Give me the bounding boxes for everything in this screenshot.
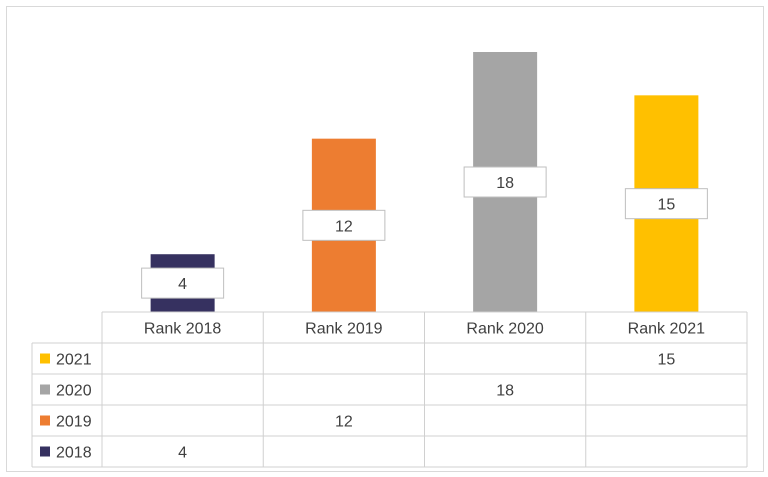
legend-label: 2021 [56, 352, 92, 369]
legend-swatch-2018 [40, 446, 50, 457]
table-cell-value: 12 [335, 414, 353, 431]
data-label-box [141, 267, 225, 299]
legend-swatch-2019 [40, 415, 50, 426]
legend-label: 2020 [56, 383, 92, 400]
data-label-box [302, 209, 386, 241]
data-label: 12 [335, 218, 353, 235]
legend-swatch-2020 [40, 384, 50, 395]
table-cell-value: 15 [657, 352, 675, 369]
table-cell-value: 18 [496, 383, 514, 400]
table-cell-value: 4 [178, 445, 187, 462]
data-label-box [463, 166, 547, 198]
legend-swatch-2021 [40, 353, 50, 364]
data-label: 15 [657, 197, 675, 214]
data-label-box [624, 188, 708, 220]
data-label: 4 [178, 276, 187, 293]
category-label: Rank 2021 [628, 321, 705, 338]
data-label: 18 [496, 175, 514, 192]
category-label: Rank 2020 [466, 321, 543, 338]
category-label: Rank 2018 [144, 321, 221, 338]
legend-label: 2019 [56, 414, 92, 431]
category-label: Rank 2019 [305, 321, 382, 338]
legend-label: 2018 [56, 445, 92, 462]
